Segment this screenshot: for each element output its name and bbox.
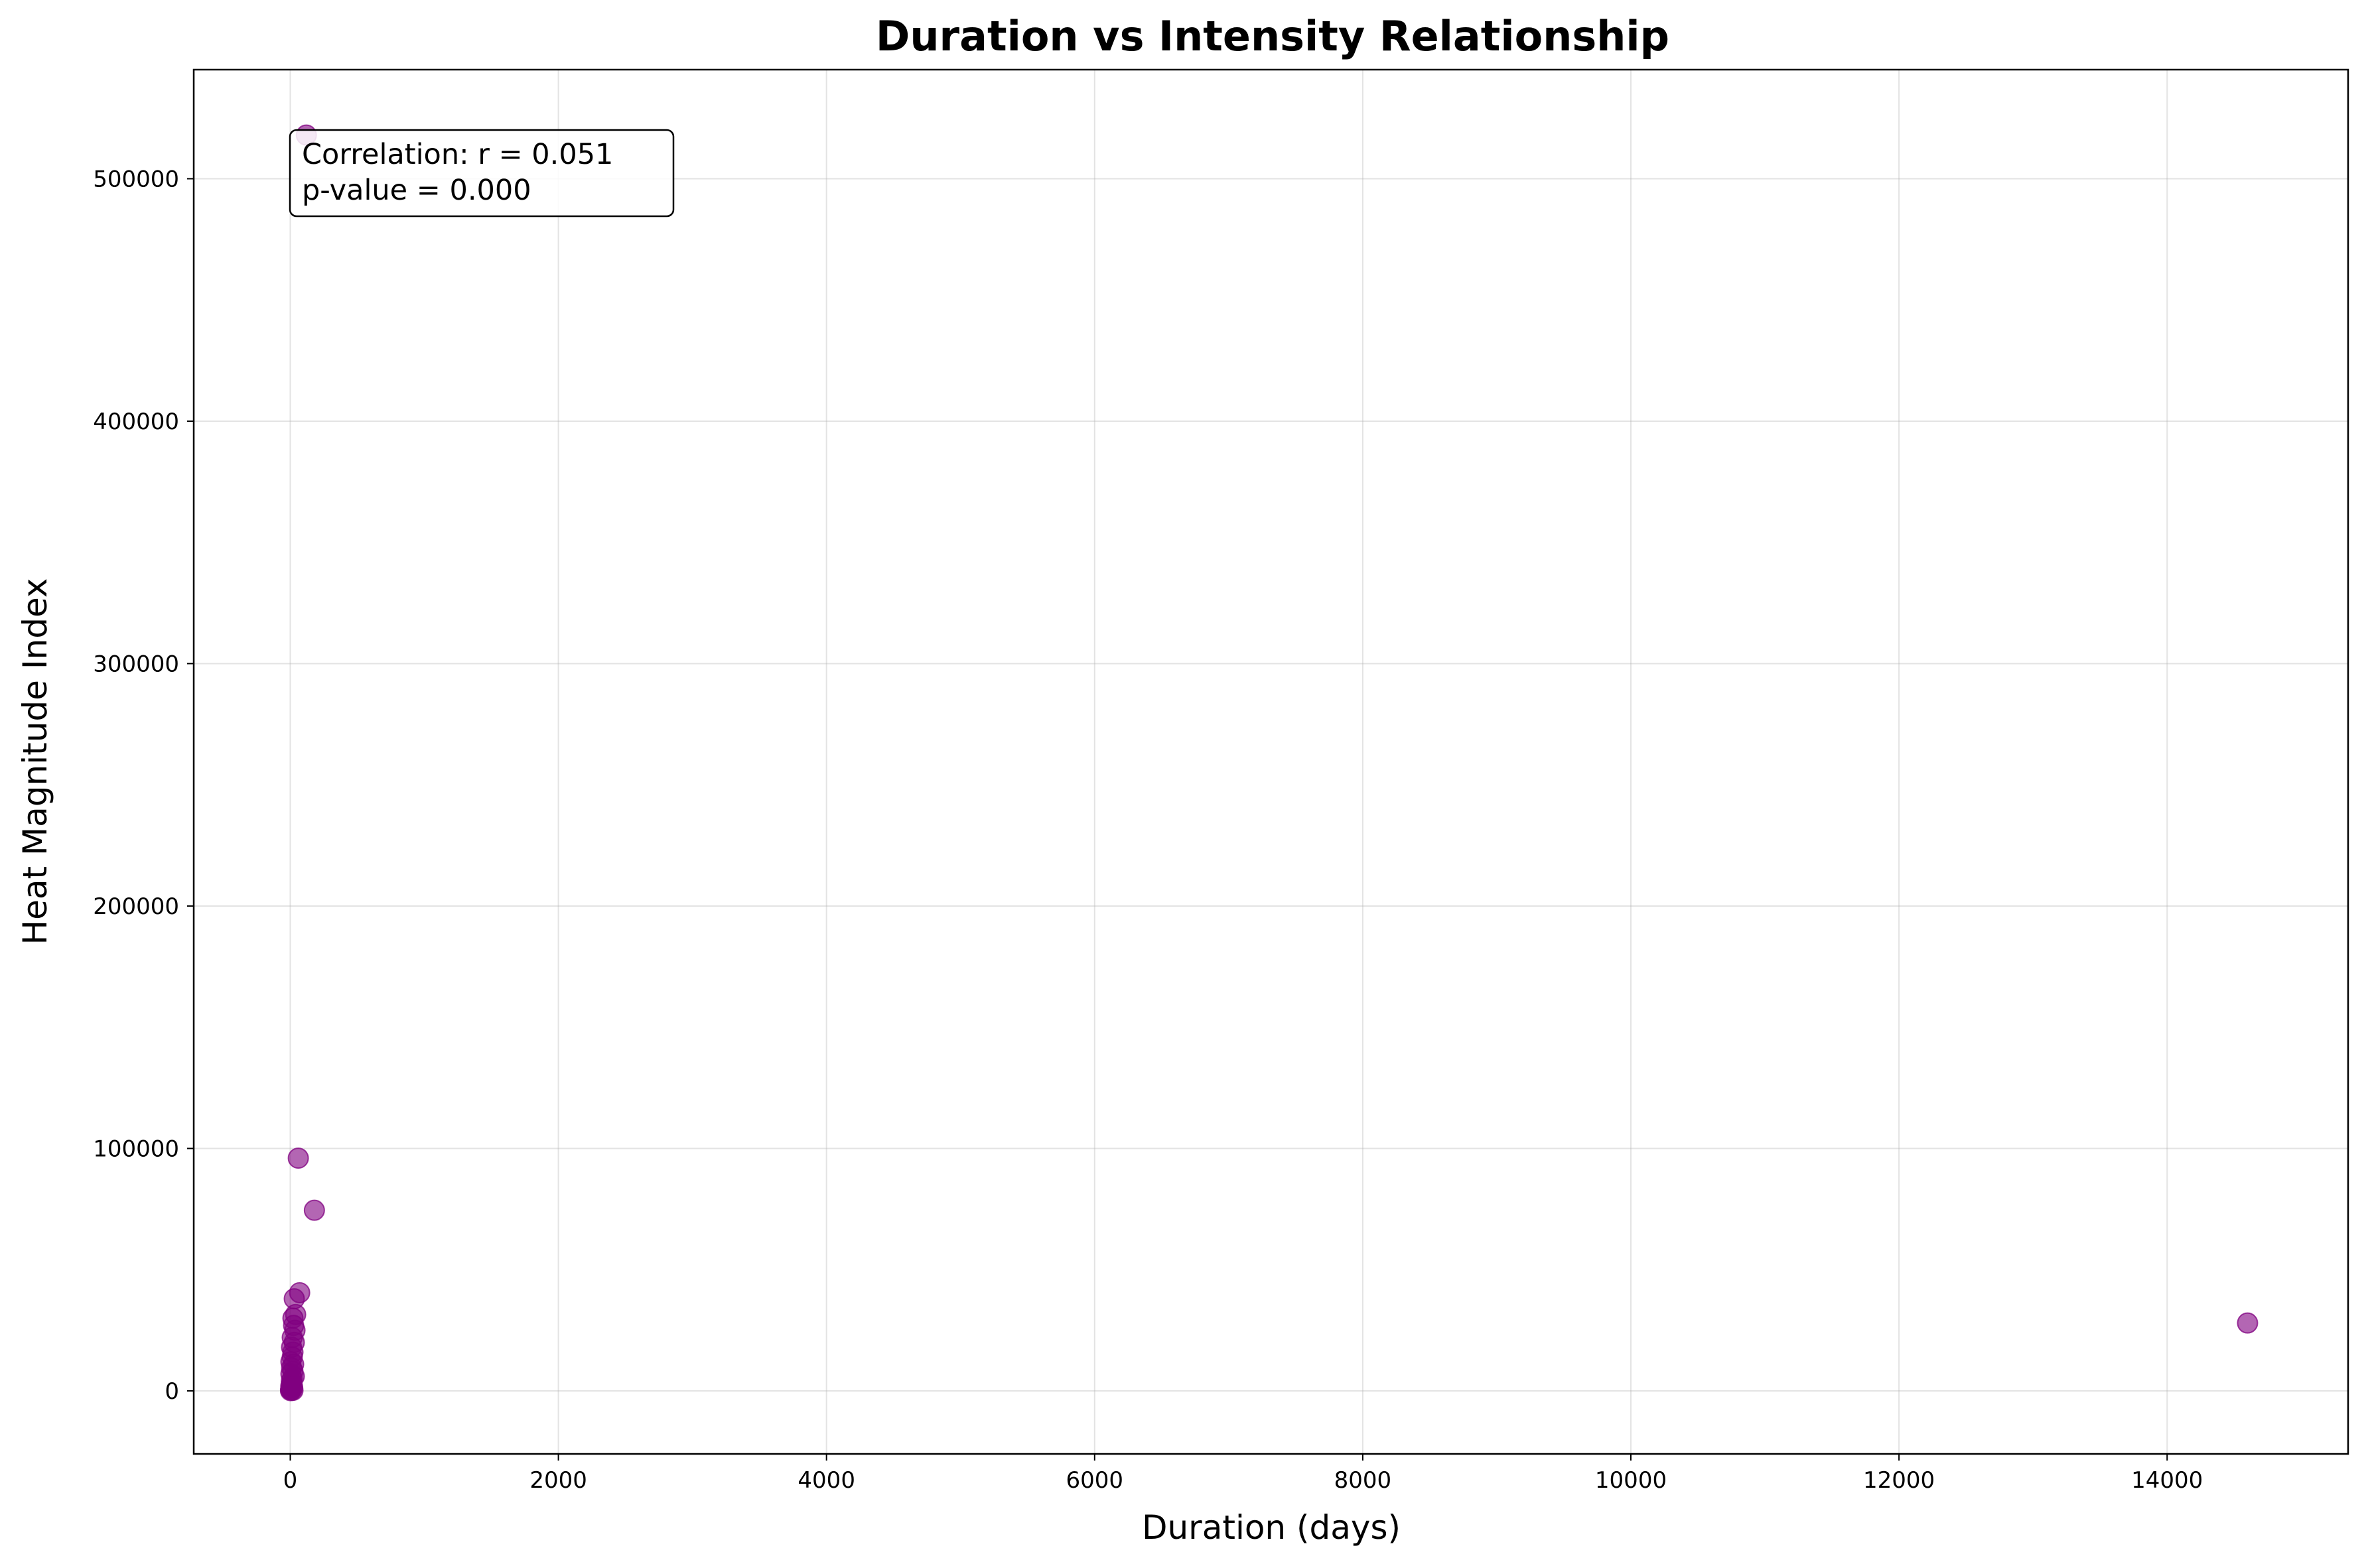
chart-title: Duration vs Intensity Relationship: [876, 12, 1669, 60]
x-tick-label: 12000: [1863, 1467, 1935, 1494]
x-tick-label: 2000: [529, 1467, 587, 1494]
x-tick-label: 14000: [2131, 1467, 2203, 1494]
correlation-annotation: Correlation: r = 0.051 p-value = 0.000: [289, 129, 675, 218]
y-axis-ticks: 0 100000 200000 300000 400000 500000: [93, 166, 194, 1405]
y-tick-label: 300000: [93, 651, 179, 677]
x-axis-ticks: 0 2000 4000 6000 8000 10000 12000 14000: [283, 1454, 2203, 1494]
x-tick-label: 8000: [1334, 1467, 1392, 1494]
annotation-line-1: Correlation: r = 0.051: [302, 138, 613, 171]
x-tick-label: 4000: [798, 1467, 855, 1494]
x-tick-label: 10000: [1595, 1467, 1667, 1494]
data-points: [279, 124, 2259, 1402]
y-tick-label: 100000: [93, 1136, 179, 1162]
annotation-box: [289, 129, 675, 218]
x-tick-label: 6000: [1066, 1467, 1124, 1494]
scatter-point: [287, 1147, 309, 1169]
scatter-point: [303, 1199, 325, 1221]
grid: [194, 70, 2348, 1454]
y-tick-label: 500000: [93, 166, 179, 192]
scatter-point: [2237, 1312, 2259, 1334]
y-tick-label: 0: [165, 1378, 179, 1405]
annotation-line-2: p-value = 0.000: [302, 174, 531, 207]
y-axis-label: Heat Magnitude Index: [16, 578, 54, 945]
x-tick-label: 0: [283, 1467, 298, 1494]
scatter-point: [279, 1380, 301, 1402]
plot-frame: [192, 68, 2349, 1455]
y-tick-label: 400000: [93, 409, 179, 435]
x-axis-label: Duration (days): [1142, 1508, 1401, 1547]
y-tick-label: 200000: [93, 893, 179, 920]
